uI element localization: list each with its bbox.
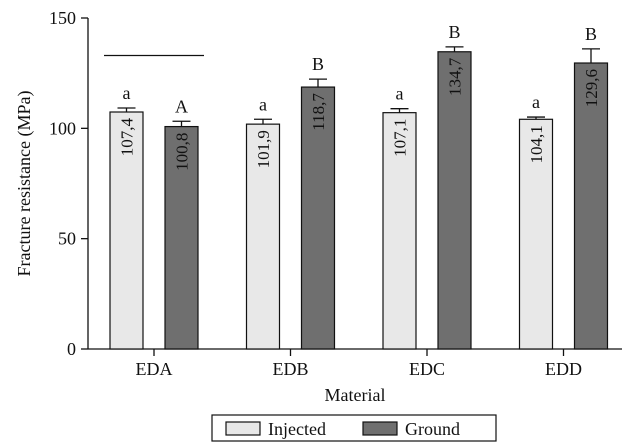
sig-letter-EDB-injected: a xyxy=(259,94,267,114)
bar-EDC-ground xyxy=(437,51,472,350)
sig-letter-EDD-injected: a xyxy=(532,92,540,112)
sig-letter-EDA-ground: A xyxy=(175,96,188,116)
x-tick-label-EDC: EDC xyxy=(409,359,445,379)
x-tick-label-EDD: EDD xyxy=(545,359,582,379)
bar-value-label-EDC-ground: 134,7 xyxy=(446,57,465,96)
legend-label-injected: Injected xyxy=(268,419,326,439)
bar-EDC-injected xyxy=(382,112,417,350)
sig-letter-EDC-ground: B xyxy=(448,22,460,42)
bar-value-label-EDD-injected: 104,1 xyxy=(527,125,546,163)
y-tick-label-150: 150 xyxy=(49,8,76,28)
bar-value-label-EDA-ground: 100,8 xyxy=(173,133,192,171)
y-tick-label-100: 100 xyxy=(49,118,76,138)
legend-swatch-ground xyxy=(362,421,398,436)
bar-value-label-EDC-injected: 107,1 xyxy=(391,119,410,157)
sig-letter-EDA-injected: a xyxy=(123,83,131,103)
bar-EDD-injected xyxy=(518,118,554,350)
y-tick-label-0: 0 xyxy=(67,339,76,359)
x-tick-label-EDA: EDA xyxy=(136,359,173,379)
legend-swatch-injected xyxy=(225,421,261,436)
x-tick-label-EDB: EDB xyxy=(273,359,309,379)
bar-EDB-ground xyxy=(300,86,336,350)
bar-value-label-EDB-injected: 101,9 xyxy=(254,130,273,168)
y-axis-title: Fracture resistance (MPa) xyxy=(14,91,35,277)
bar-EDD-ground xyxy=(573,62,609,350)
sig-letter-EDC-injected: a xyxy=(396,84,404,104)
y-tick-label-50: 50 xyxy=(58,229,76,249)
legend-box xyxy=(211,414,497,442)
bar-EDB-injected xyxy=(245,123,281,350)
x-axis-title: Material xyxy=(325,385,386,405)
legend-label-ground: Ground xyxy=(405,419,460,439)
sig-letter-EDB-ground: B xyxy=(312,54,324,74)
bar-value-label-EDD-ground: 129,6 xyxy=(582,69,601,107)
sig-letter-EDD-ground: B xyxy=(585,24,597,44)
bar-value-label-EDB-ground: 118,7 xyxy=(309,93,328,131)
bar-value-label-EDA-injected: 107,4 xyxy=(118,118,137,157)
